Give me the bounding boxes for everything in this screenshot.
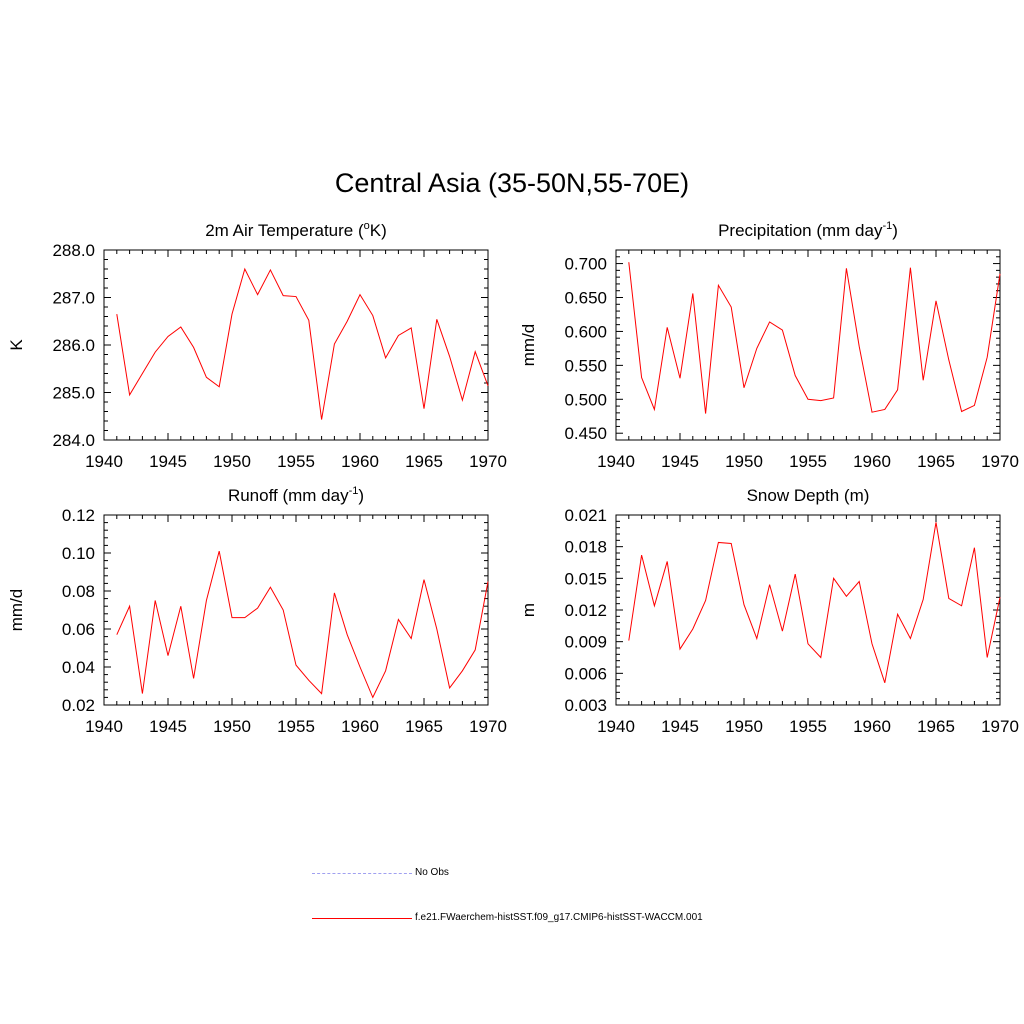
y-tick-label: 285.0 (52, 384, 95, 403)
x-tick-label: 1965 (917, 717, 955, 736)
y-tick-label: 0.015 (564, 569, 607, 588)
y-tick-label: 0.006 (564, 664, 607, 683)
legend-no-obs-line (312, 873, 412, 874)
panel-title-text: Precipitation (mm day (718, 221, 883, 240)
series-line (628, 522, 1001, 683)
x-tick-label: 1960 (341, 717, 379, 736)
x-tick-label: 1950 (725, 717, 763, 736)
y-axis-label: mm/d (7, 589, 26, 632)
y-tick-label: 0.700 (564, 255, 607, 274)
x-tick-label: 1945 (661, 717, 699, 736)
y-tick-label: 0.018 (564, 538, 607, 557)
y-tick-label: 0.08 (62, 582, 95, 601)
y-tick-label: 0.003 (564, 696, 607, 715)
x-tick-label: 1965 (405, 717, 443, 736)
panel-title-text: Snow Depth (m) (747, 486, 870, 505)
y-tick-label: 287.0 (52, 289, 95, 308)
x-tick-label: 1945 (661, 452, 699, 471)
panel-title: Precipitation (mm day-1) (718, 220, 898, 240)
panel-title-superscript: o (364, 220, 370, 232)
panel-0: 2m Air Temperature (oK) K 1940 1945 1950 1955… (7, 220, 507, 471)
panel-title: 2m Air Temperature (oK) (205, 220, 387, 240)
x-tick-label: 1945 (149, 452, 187, 471)
y-tick-label: 0.021 (564, 506, 607, 525)
x-tick-label: 1940 (85, 717, 123, 736)
y-tick-label: 288.0 (52, 241, 95, 260)
x-tick-label: 1965 (917, 452, 955, 471)
y-tick-label: 284.0 (52, 431, 95, 450)
x-tick-label: 1960 (341, 452, 379, 471)
panel-title: Runoff (mm day-1) (228, 485, 364, 505)
x-tick-label: 1970 (469, 452, 507, 471)
y-tick-label: 0.500 (564, 390, 607, 409)
y-tick-label: 0.12 (62, 506, 95, 525)
y-axis-label: mm/d (519, 324, 538, 367)
x-tick-label: 1940 (597, 717, 635, 736)
x-tick-label: 1945 (149, 717, 187, 736)
y-axis-label: m (519, 603, 538, 617)
x-tick-label: 1940 (85, 452, 123, 471)
panel-3: Snow Depth (m) m 1940 1945 1950 1955 1960 1965 1… (519, 486, 1019, 736)
panel-title-suffix: ) (358, 486, 364, 505)
x-tick-label: 1965 (405, 452, 443, 471)
y-tick-label: 0.450 (564, 424, 607, 443)
y-tick-label: 0.600 (564, 322, 607, 341)
x-tick-label: 1970 (469, 717, 507, 736)
y-tick-label: 0.012 (564, 601, 607, 620)
y-tick-label: 0.06 (62, 620, 95, 639)
panel-title-text: 2m Air Temperature ( (205, 221, 364, 240)
panel-2: Runoff (mm day-1) mm/d 1940 1945 1950 1955 196… (7, 485, 507, 736)
panel-title-superscript: -1 (349, 485, 359, 497)
panel-title: Snow Depth (m) (747, 486, 870, 505)
y-tick-label: 0.10 (62, 544, 95, 563)
x-tick-label: 1955 (277, 452, 315, 471)
y-axis-label: K (7, 339, 26, 351)
series-line (628, 262, 1001, 414)
x-tick-label: 1955 (789, 452, 827, 471)
x-tick-label: 1955 (789, 717, 827, 736)
y-tick-label: 0.550 (564, 356, 607, 375)
panel-title-superscript: -1 (882, 220, 892, 232)
y-tick-label: 0.04 (62, 658, 95, 677)
panel-title-suffix: K) (370, 221, 387, 240)
x-tick-label: 1950 (213, 452, 251, 471)
x-tick-label: 1970 (981, 452, 1019, 471)
series-line (116, 550, 489, 699)
legend-model-line (312, 918, 412, 919)
x-tick-label: 1960 (853, 452, 891, 471)
panel-title-text: Runoff (mm day (228, 486, 349, 505)
main-title: Central Asia (35-50N,55-70E) (334, 168, 690, 198)
plot-frame (103, 514, 489, 706)
legend-no-obs-label: No Obs (415, 867, 449, 878)
x-tick-label: 1955 (277, 717, 315, 736)
x-tick-label: 1970 (981, 717, 1019, 736)
y-tick-label: 286.0 (52, 336, 95, 355)
y-tick-label: 0.009 (564, 633, 607, 652)
x-tick-label: 1960 (853, 717, 891, 736)
y-tick-label: 0.650 (564, 289, 607, 308)
plot-frame (615, 249, 1001, 441)
x-tick-label: 1950 (213, 717, 251, 736)
series-line (116, 267, 489, 420)
legend-model-label: f.e21.FWaerchem-histSST.f09_g17.CMIP6-hi… (415, 912, 703, 923)
y-tick-label: 0.02 (62, 696, 95, 715)
x-tick-label: 1940 (597, 452, 635, 471)
x-tick-label: 1950 (725, 452, 763, 471)
panel-1: Precipitation (mm day-1) mm/d 1940 1945 1950… (519, 220, 1019, 471)
plot-frame (615, 514, 1001, 706)
panel-title-suffix: ) (892, 221, 898, 240)
